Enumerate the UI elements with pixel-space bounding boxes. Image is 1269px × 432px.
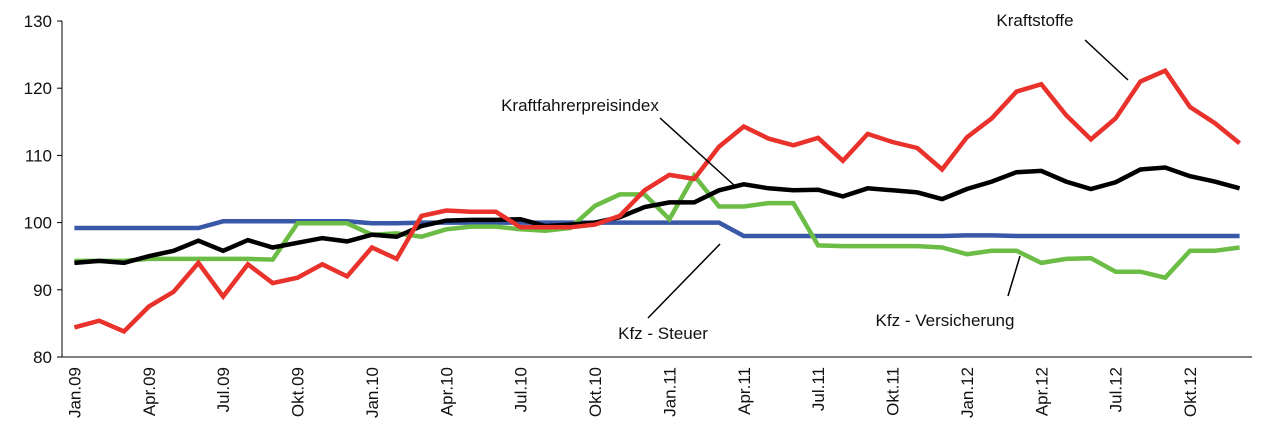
x-tick-label: Jan.11 xyxy=(660,367,679,417)
x-tick-label: Okt.10 xyxy=(586,367,605,417)
leader-line xyxy=(647,243,721,319)
x-tick-label: Okt.09 xyxy=(289,367,308,417)
x-tick-label: Jul.11 xyxy=(809,367,828,411)
x-tick-label: Apr.11 xyxy=(735,367,754,415)
x-tick-label: Jul.10 xyxy=(512,367,531,412)
series-line xyxy=(73,67,1242,335)
series-line xyxy=(74,165,1241,266)
x-tick-label: Jan.12 xyxy=(958,367,977,418)
x-tick-label: Jan.09 xyxy=(65,367,84,418)
x-tick-label: Okt.11 xyxy=(884,367,903,416)
x-tick-label: Jan.10 xyxy=(363,367,382,418)
x-tick-label: Apr.09 xyxy=(140,367,159,416)
series-label: Kfz - Steuer xyxy=(618,324,708,343)
y-tick-label: 110 xyxy=(25,146,52,165)
y-tick-label: 90 xyxy=(33,281,52,300)
x-tick-label: Jul.12 xyxy=(1107,367,1126,412)
x-tick-label: Okt.12 xyxy=(1181,367,1200,417)
x-tick-label: Apr.10 xyxy=(437,367,456,416)
leader-line xyxy=(659,117,736,187)
series-line xyxy=(74,171,1240,281)
leader-line xyxy=(1007,255,1021,297)
series-line xyxy=(74,219,1240,239)
x-tick-label: Jul.09 xyxy=(214,367,233,412)
y-tick-label: 120 xyxy=(24,79,52,98)
leader-line xyxy=(1084,39,1129,81)
y-tick-label: 80 xyxy=(33,348,52,367)
y-tick-label: 130 xyxy=(24,12,52,31)
y-tick-label: 100 xyxy=(24,214,52,233)
series-label: Kfz - Versicherung xyxy=(876,311,1015,330)
series-label: Kraftstoffe xyxy=(996,11,1073,30)
x-tick-label: Apr.12 xyxy=(1032,367,1051,416)
series-label: Kraftfahrerpreisindex xyxy=(501,96,659,115)
